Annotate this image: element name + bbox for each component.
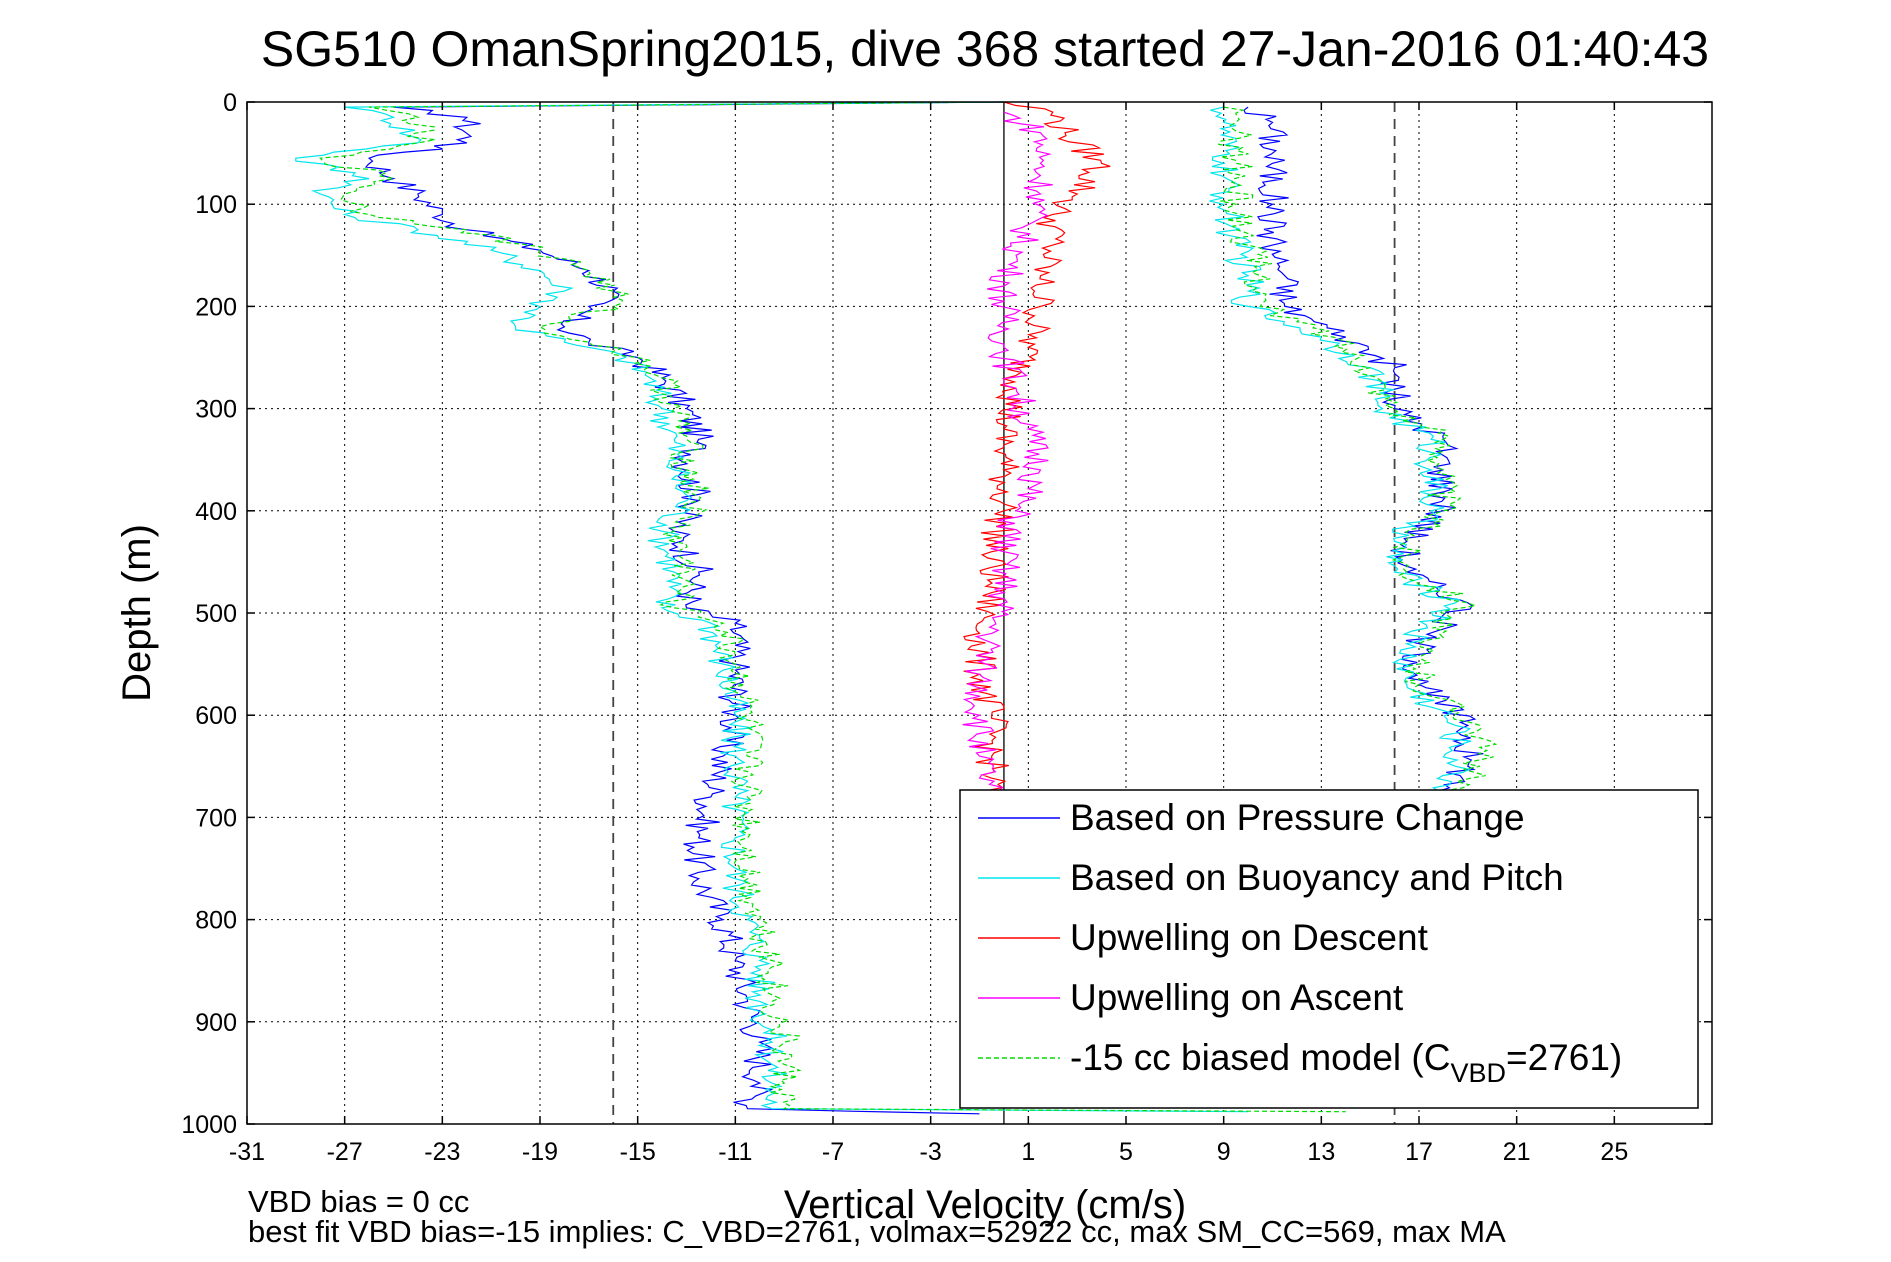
x-tick-label: 9 [1217,1138,1231,1166]
x-tick-label: -23 [424,1138,460,1166]
x-tick-label: 17 [1405,1138,1433,1166]
x-tick-label: 1 [1021,1138,1035,1166]
series-line-upwelling-on-ascent [962,111,1053,798]
x-axis: -31 -27 -23 -19 -15 -11 -7 -3 1 5 9 13 17 21 25 [229,102,1628,1166]
x-tick-label: -27 [327,1138,363,1166]
legend-label: Based on Buoyancy and Pitch [1070,857,1564,898]
y-tick-label: 300 [195,396,237,424]
x-axis-label: Vertical Velocity (cm/s) [784,1183,1186,1227]
x-tick-label: 5 [1119,1138,1133,1166]
y-tick-label: 700 [195,804,237,832]
x-tick-label: -11 [718,1138,752,1166]
series-line-based-on-pressure-change [364,101,1004,1115]
y-axis: 0 100 200 300 400 500 600 700 800 900 1000 [181,89,1712,1139]
series-line-ascent-branch [1218,106,1498,798]
legend-label: Upwelling on Descent [1070,917,1429,958]
footer-line-2: best fit VBD bias=-15 implies: C_VBD=276… [248,1214,1506,1249]
y-tick-label: 1000 [181,1111,237,1139]
series-line-based-on-buoyancy-and-pitch [295,101,1249,1113]
legend-label: Based on Pressure Change [1070,797,1525,838]
series-layer [295,101,1498,1115]
y-tick-label: 0 [223,89,237,117]
x-tick-label: -3 [920,1138,942,1166]
y-axis-label: Depth (m) [115,524,159,702]
y-tick-label: 800 [195,907,237,935]
y-tick-label: 600 [195,702,237,730]
series-line-15-cc-biased-model-c-vbd-2761 [319,101,1346,1113]
x-tick-label: 25 [1600,1138,1628,1166]
y-tick-label: 400 [195,498,237,526]
x-tick-label: -7 [822,1138,844,1166]
footer-line-1: VBD bias = 0 cc [248,1184,469,1219]
series-line-upwelling-on-descent [963,101,1111,798]
legend-box [959,789,1699,1109]
series-line-ascent-branch [1209,106,1472,798]
legend-label: -15 cc biased model (CVBD=2761) [1070,1037,1622,1088]
series-line-ascent-branch [1243,106,1484,798]
x-tick-label: 13 [1307,1138,1335,1166]
y-tick-label: 500 [195,600,237,628]
x-tick-label: 21 [1503,1138,1531,1166]
y-tick-label: 900 [195,1009,237,1037]
x-tick-label: -19 [522,1138,558,1166]
legend: Based on Pressure Change Based on Buoyanc… [959,789,1699,1109]
x-tick-label: -31 [229,1138,265,1166]
y-tick-label: 100 [195,191,237,219]
legend-label: Upwelling on Ascent [1070,977,1404,1018]
y-tick-label: 200 [195,293,237,321]
x-tick-label: -15 [620,1138,656,1166]
chart-title: SG510 OmanSpring2015, dive 368 started 2… [261,21,1709,77]
